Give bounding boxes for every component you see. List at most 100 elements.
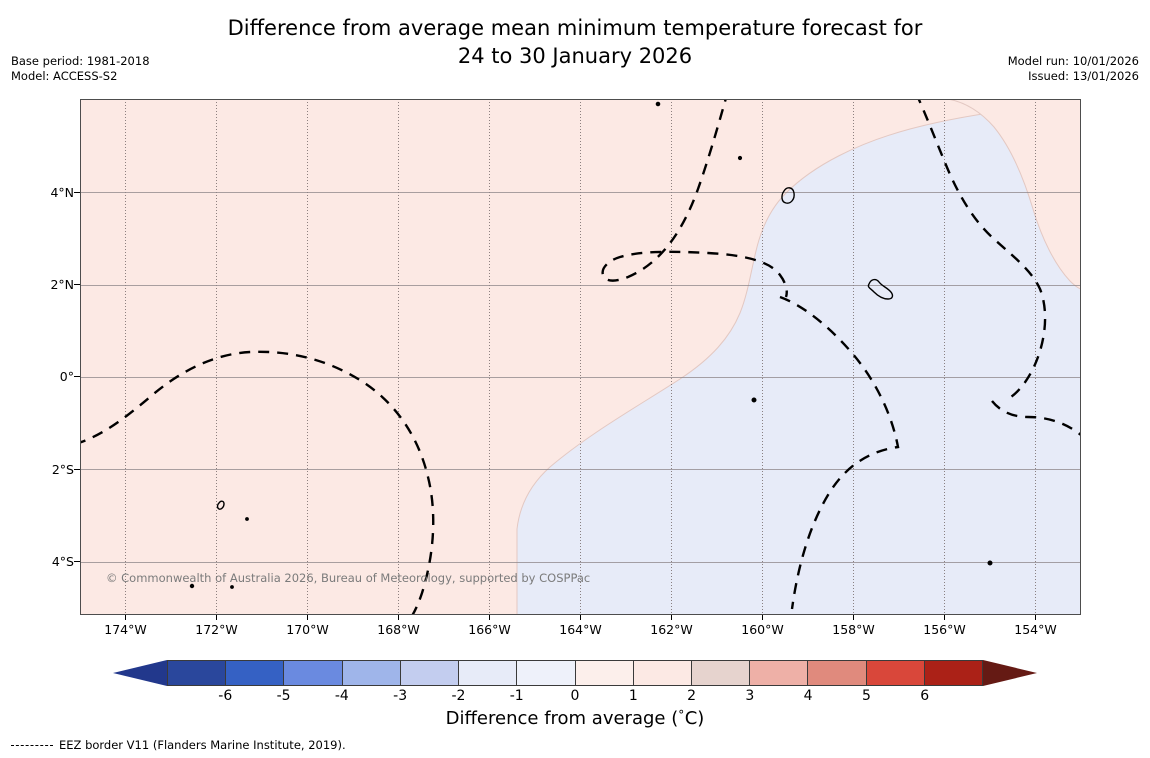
island-coast-west-d [230,585,234,589]
colorbar-tick-neg2: -2 [451,688,466,704]
colorbar-segment-7 [575,661,634,685]
colorbar-tick-neg4: -4 [334,688,349,704]
colorbar-tick-1: 1 [628,688,638,704]
lon-tickmark-162w [671,615,672,620]
colorbar-tick-neg3: -3 [393,688,408,704]
lat-tick-0: 0° [59,369,74,384]
colorbar-gradient [167,660,983,686]
colorbar-segment-9 [691,661,751,685]
colorbar-tick-3: 3 [745,688,755,704]
colorbar-segment-0 [168,661,227,685]
island-coast-north-a [655,101,661,107]
colorbar-title-text: Difference from average ( [445,708,679,729]
map-canvas [80,99,1081,615]
model-metadata-right: Model run: 10/01/2026 Issued: 13/01/2026 [1008,54,1139,83]
lon-tick-154w: 154°W [1014,622,1057,637]
colorbar-tick-neg6: -6 [218,688,233,704]
colorbar-segment-5 [459,661,518,685]
eez-legend-text: EEZ border V11 (Flanders Marine Institut… [59,738,346,752]
lon-tick-158w: 158°W [832,622,875,637]
colorbar-title-units: C) [684,708,705,729]
lon-tick-156w: 156°W [923,622,966,637]
colorbar[interactable] [113,660,1037,686]
dashed-line-icon [11,744,53,746]
island-coast-southeast-a [987,560,993,566]
eez-border-lines [80,99,1081,615]
eez-border-central [601,99,788,298]
island-coast-central-a [751,397,757,403]
lon-tick-162w: 162°W [650,622,693,637]
lon-tickmark-172w [216,615,217,620]
colorbar-segment-13 [924,661,983,685]
colorbar-tick-neg1: -1 [509,688,524,704]
model-metadata-left: Base period: 1981-2018 Model: ACCESS-S2 [11,54,150,83]
lat-tick-4s: 4°S [51,554,74,569]
lon-tickmark-160w [762,615,763,620]
lon-tick-168w: 168°W [377,622,420,637]
map-gridlines-vertical [125,99,1036,615]
island-coast-north-b [737,155,743,161]
lat-tickmark-2n [74,284,80,285]
colorbar-segment-4 [400,661,460,685]
lon-tick-172w: 172°W [195,622,238,637]
colorbar-tick-2: 2 [687,688,697,704]
lat-tick-2s: 2°S [51,462,74,477]
lat-tick-2n: 2°N [50,277,74,292]
lon-tickmark-158w [853,615,854,620]
lon-tickmark-168w [398,615,399,620]
colorbar-segment-2 [284,661,343,685]
anomaly-region-cool [516,103,1081,615]
forecast-map[interactable] [80,99,1081,615]
island-coast-west-a [216,500,225,510]
eez-border-east [779,295,900,610]
island-coastlines [189,101,993,589]
colorbar-segment-3 [342,661,401,685]
colorbar-segment-11 [808,661,867,685]
island-coast-kanton [781,187,795,204]
colorbar-segment-6 [517,661,576,685]
lon-tick-166w: 166°W [468,622,511,637]
lon-tickmark-174w [125,615,126,620]
island-coast-mckean [867,278,894,300]
colorbar-segment-1 [226,661,285,685]
issued-date-text: Issued: 13/01/2026 [1028,68,1139,83]
page-title: Difference from average mean minimum tem… [227,16,923,68]
colorbar-segment-12 [866,661,925,685]
colorbar-tick-neg5: -5 [276,688,291,704]
lon-tickmark-156w [944,615,945,620]
colorbar-tick-5: 5 [861,688,871,704]
model-name-text: Model: ACCESS-S2 [11,68,118,83]
colorbar-tick-0: 0 [570,688,580,704]
colorbar-tick-6: 6 [920,688,930,704]
map-gridlines-horizontal [80,192,1081,563]
lat-tick-4n: 4°N [50,185,74,200]
eez-legend: EEZ border V11 (Flanders Marine Institut… [11,738,346,752]
eez-border-northeast [917,99,1047,401]
map-border [80,99,1081,615]
island-coast-west-c [189,583,195,589]
eez-border-west [80,350,435,615]
lat-tickmark-4s [74,561,80,562]
colorbar-tick-4: 4 [803,688,813,704]
lon-tick-160w: 160°W [741,622,784,637]
model-run-text: Model run: 10/01/2026 [1007,54,1139,68]
lon-tickmark-166w [489,615,490,620]
lat-tickmark-0 [74,376,80,377]
lon-tick-170w: 170°W [286,622,329,637]
island-coast-west-b [245,517,249,521]
lon-tickmark-154w [1035,615,1036,620]
lat-tickmark-4n [74,192,80,193]
lon-tickmark-164w [580,615,581,620]
lon-tick-174w: 174°W [104,622,147,637]
copyright-text: © Commonwealth of Australia 2026, Bureau… [106,571,591,585]
eez-border-fareast [991,400,1081,436]
colorbar-title: Difference from average (°C) [0,708,1150,729]
base-period-text: Base period: 1981-2018 [11,54,150,68]
colorbar-segment-10 [750,661,809,685]
lon-tick-164w: 164°W [559,622,602,637]
lat-tickmark-2s [74,469,80,470]
lon-tickmark-170w [307,615,308,620]
degree-symbol: ° [678,708,685,722]
colorbar-extend-low-arrow [113,660,167,686]
colorbar-segment-8 [633,661,692,685]
